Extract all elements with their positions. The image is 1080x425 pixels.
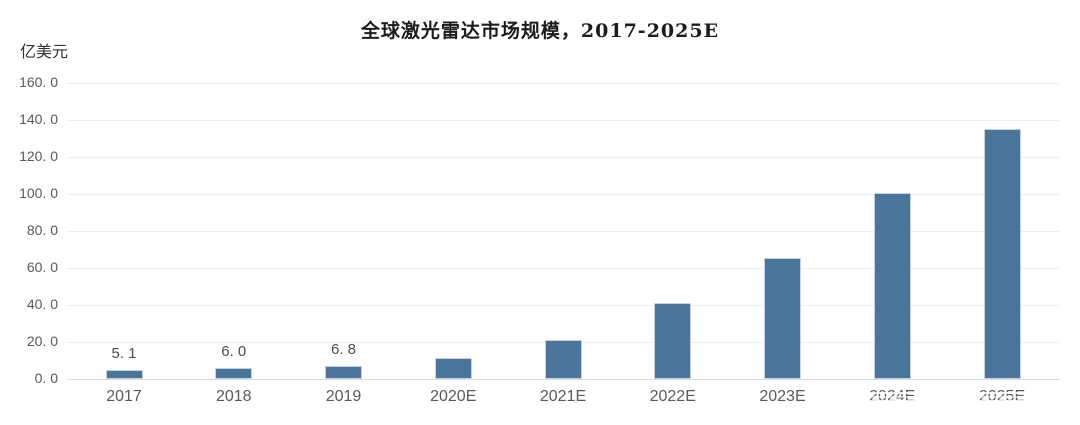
data-label: 6. 8 (330, 341, 357, 359)
bar (654, 303, 692, 379)
y-tick-label: 100. 0 (19, 185, 58, 201)
data-label: 6. 0 (221, 342, 247, 360)
gridline (67, 157, 1060, 158)
bar (544, 340, 582, 379)
x-axis-line (67, 379, 1060, 380)
gridline (67, 268, 1060, 269)
x-tick-label: 2022E (649, 388, 696, 405)
gridline (67, 194, 1060, 195)
gridline (67, 305, 1060, 306)
y-tick-label: 40. 0 (26, 296, 58, 312)
x-tick-label: 2017 (106, 388, 142, 405)
x-tick-label: 2021E (539, 388, 587, 405)
y-tick-label: 160. 0 (19, 74, 58, 90)
gridline (67, 120, 1060, 121)
gridline (67, 83, 1060, 84)
gridline (67, 231, 1060, 232)
y-tick-label: 140. 0 (19, 111, 58, 127)
x-tick-label: 2024E (869, 388, 916, 405)
x-tick-label: 2019 (325, 388, 362, 405)
y-tick-label: 80. 0 (26, 222, 58, 238)
data-label: 5. 1 (111, 344, 137, 362)
bar (873, 193, 911, 379)
chart-title: 全球激光雷达市场规模，2017-2025E (360, 20, 720, 42)
bar (215, 367, 253, 379)
x-tick-label: 2018 (215, 388, 252, 405)
x-tick-label: 2025E (978, 388, 1026, 405)
bar (434, 358, 472, 379)
y-axis-unit-label: 亿美元 (20, 42, 69, 61)
bar (983, 128, 1021, 379)
bar (764, 257, 801, 379)
y-tick-label: 120. 0 (19, 148, 58, 164)
y-tick-label: 20. 0 (26, 333, 58, 349)
y-tick-label: 60. 0 (26, 259, 58, 275)
bar (105, 369, 143, 379)
bar (325, 366, 362, 379)
x-tick-label: 2020E (430, 388, 477, 405)
y-tick-label: 0. 0 (34, 370, 58, 386)
x-tick-label: 2023E (759, 388, 806, 405)
